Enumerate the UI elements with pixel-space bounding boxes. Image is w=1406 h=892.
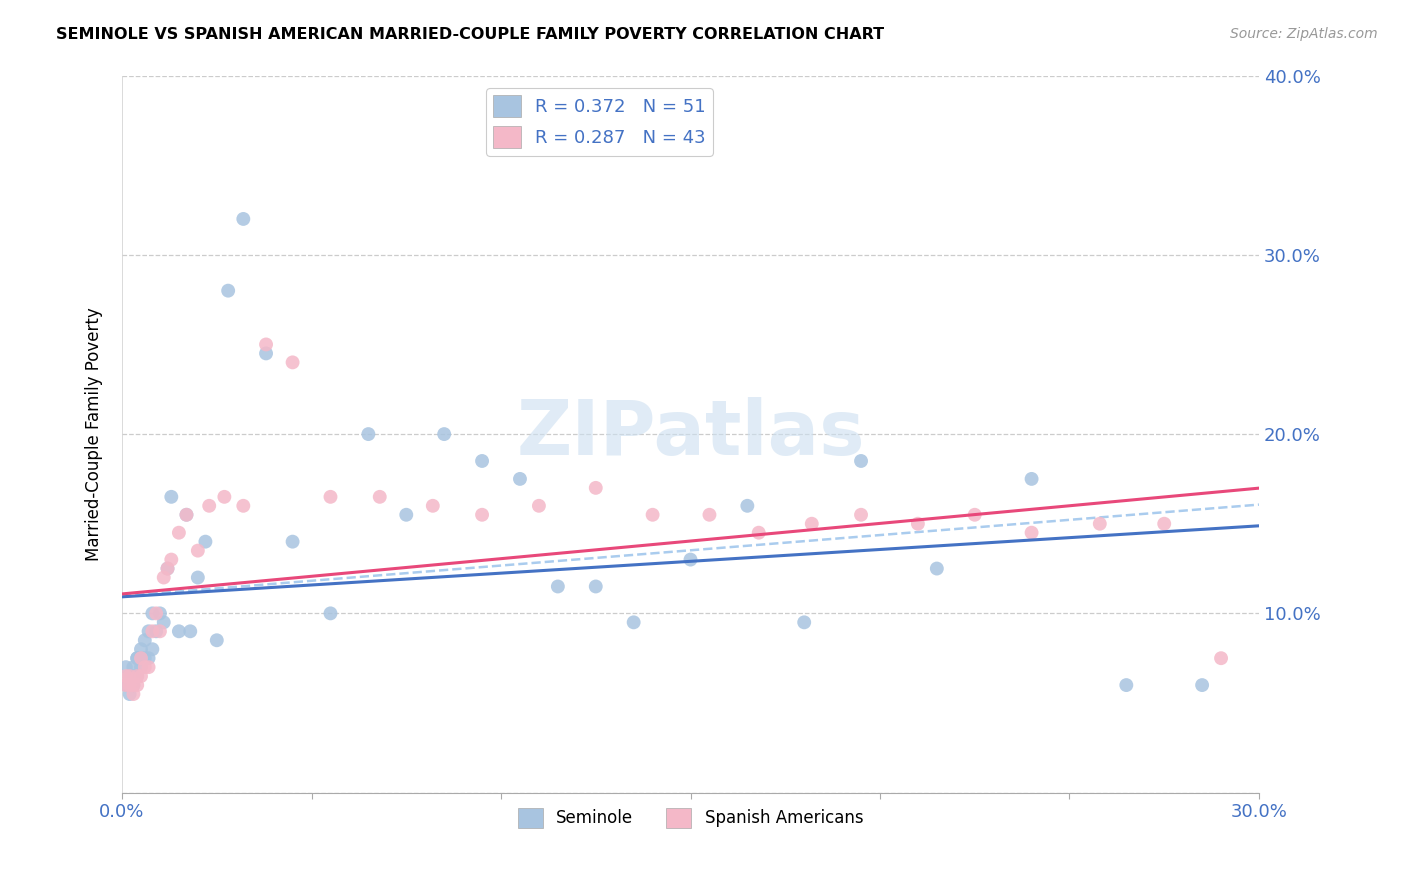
Point — [699, 508, 721, 522]
Text: SEMINOLE VS SPANISH AMERICAN MARRIED-COUPLE FAMILY POVERTY CORRELATION CHART: SEMINOLE VS SPANISH AMERICAN MARRIED-COU… — [56, 27, 884, 42]
Point — [281, 355, 304, 369]
Point — [1191, 678, 1213, 692]
Point — [641, 508, 664, 522]
Point — [129, 651, 152, 665]
Point — [118, 687, 141, 701]
Point — [1115, 678, 1137, 692]
Point — [138, 624, 160, 639]
Point — [141, 607, 163, 621]
Point — [433, 427, 456, 442]
Point — [149, 607, 172, 621]
Point — [748, 525, 770, 540]
Point — [547, 579, 569, 593]
Point — [585, 481, 607, 495]
Point — [205, 633, 228, 648]
Point — [127, 651, 149, 665]
Point — [585, 579, 607, 593]
Point — [145, 607, 167, 621]
Point — [156, 561, 179, 575]
Point — [127, 669, 149, 683]
Point — [122, 678, 145, 692]
Point — [134, 651, 156, 665]
Point — [176, 508, 198, 522]
Point — [118, 669, 141, 683]
Legend: Seminole, Spanish Americans: Seminole, Spanish Americans — [510, 801, 870, 835]
Point — [368, 490, 391, 504]
Point — [214, 490, 236, 504]
Point — [167, 525, 190, 540]
Point — [254, 337, 277, 351]
Point — [217, 284, 239, 298]
Point — [800, 516, 823, 531]
Point — [319, 490, 342, 504]
Point — [145, 624, 167, 639]
Point — [115, 678, 138, 692]
Point — [395, 508, 418, 522]
Point — [141, 642, 163, 657]
Point — [849, 454, 872, 468]
Point — [138, 651, 160, 665]
Point — [176, 508, 198, 522]
Point — [509, 472, 531, 486]
Point — [149, 624, 172, 639]
Point — [1021, 472, 1043, 486]
Point — [115, 678, 138, 692]
Point — [127, 678, 149, 692]
Point — [129, 669, 152, 683]
Point — [122, 687, 145, 701]
Point — [129, 642, 152, 657]
Point — [198, 499, 221, 513]
Point — [134, 633, 156, 648]
Point — [194, 534, 217, 549]
Point — [127, 669, 149, 683]
Point — [187, 543, 209, 558]
Point — [1021, 525, 1043, 540]
Point — [357, 427, 380, 442]
Point — [527, 499, 550, 513]
Y-axis label: Married-Couple Family Poverty: Married-Couple Family Poverty — [86, 307, 103, 561]
Point — [118, 669, 141, 683]
Point — [254, 346, 277, 360]
Point — [679, 552, 702, 566]
Point — [152, 615, 174, 630]
Point — [115, 660, 138, 674]
Point — [179, 624, 201, 639]
Point — [232, 211, 254, 226]
Point — [122, 669, 145, 683]
Point — [167, 624, 190, 639]
Point — [152, 570, 174, 584]
Point — [141, 624, 163, 639]
Point — [232, 499, 254, 513]
Point — [471, 454, 494, 468]
Point — [129, 660, 152, 674]
Point — [925, 561, 948, 575]
Point — [1153, 516, 1175, 531]
Point — [160, 552, 183, 566]
Point — [471, 508, 494, 522]
Point — [963, 508, 986, 522]
Point — [129, 651, 152, 665]
Text: Source: ZipAtlas.com: Source: ZipAtlas.com — [1230, 27, 1378, 41]
Point — [122, 678, 145, 692]
Point — [187, 570, 209, 584]
Text: ZIPatlas: ZIPatlas — [516, 397, 865, 471]
Point — [118, 678, 141, 692]
Point — [319, 607, 342, 621]
Point — [737, 499, 759, 513]
Point — [160, 490, 183, 504]
Point — [849, 508, 872, 522]
Point — [793, 615, 815, 630]
Point — [1209, 651, 1232, 665]
Point — [115, 669, 138, 683]
Point — [122, 660, 145, 674]
Point — [623, 615, 645, 630]
Point — [134, 660, 156, 674]
Point — [1088, 516, 1111, 531]
Point — [281, 534, 304, 549]
Point — [138, 660, 160, 674]
Point — [907, 516, 929, 531]
Point — [156, 561, 179, 575]
Point — [422, 499, 444, 513]
Point — [127, 651, 149, 665]
